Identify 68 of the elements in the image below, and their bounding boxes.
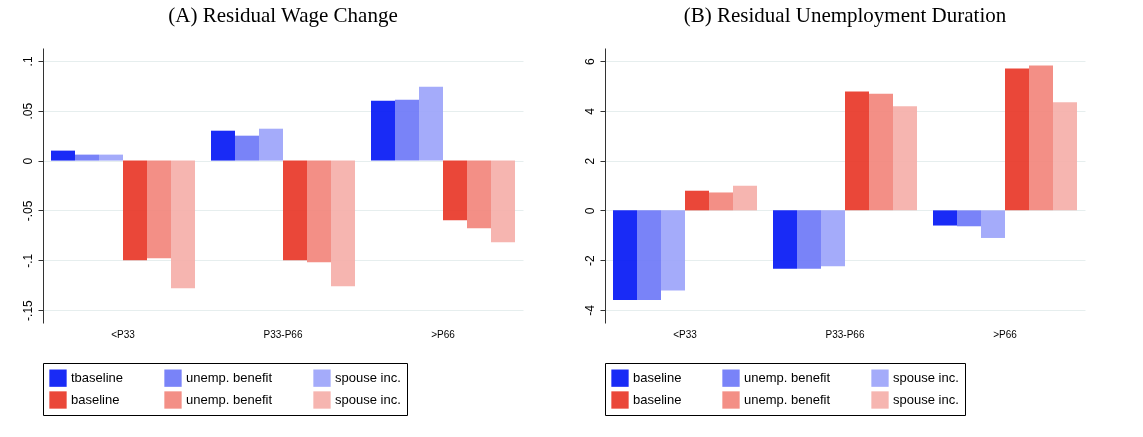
x-tick-label: <P33 — [673, 328, 698, 340]
bar — [235, 135, 259, 161]
bar — [981, 210, 1005, 238]
bar — [637, 210, 661, 301]
y-tick-label: -.05 — [20, 200, 35, 222]
bar — [331, 160, 355, 287]
bar — [467, 160, 491, 229]
bar — [99, 154, 123, 161]
bar — [869, 93, 893, 211]
legend-label: baseline — [633, 392, 682, 407]
x-tick-label: >P66 — [993, 328, 1018, 340]
bar — [933, 210, 957, 226]
bar — [283, 160, 307, 261]
legend-label: spouse inc. — [893, 370, 959, 386]
bar — [733, 185, 757, 211]
y-tick-label: 6 — [582, 58, 597, 66]
bar — [661, 210, 685, 291]
bar — [821, 210, 845, 267]
bar — [773, 210, 797, 269]
bar — [395, 99, 419, 161]
bar — [51, 150, 75, 161]
bar — [1053, 102, 1077, 211]
bar — [1029, 65, 1053, 211]
bar — [147, 160, 171, 259]
y-tick-label: -.1 — [20, 253, 35, 268]
legend-label: unemp. benefit — [186, 370, 273, 386]
legend-label: baseline — [633, 370, 682, 386]
y-tick-label: .05 — [20, 102, 35, 120]
bar — [685, 190, 709, 211]
legend-label: unemp. benefit — [744, 370, 831, 386]
bar — [307, 160, 331, 263]
y-tick-label: 2 — [582, 157, 597, 165]
bar — [211, 130, 235, 161]
x-tick-label: >P66 — [431, 328, 456, 340]
bar — [709, 192, 733, 211]
chart-title: (B) Residual Unemployment Duration — [683, 3, 1007, 27]
bar — [1005, 68, 1029, 211]
x-tick-label: P33-P66 — [263, 328, 303, 340]
legend-label: unemp. benefit — [744, 392, 831, 407]
bar — [491, 160, 515, 243]
bar — [443, 160, 467, 221]
bar — [419, 86, 443, 161]
bar — [123, 160, 147, 261]
legend-label: baseline — [71, 392, 120, 407]
bar — [75, 154, 99, 161]
bar — [371, 100, 395, 161]
x-tick-label: <P33 — [111, 328, 136, 340]
legend-label: unemp. benefit — [186, 392, 273, 407]
legend-label: spouse inc. — [335, 392, 401, 407]
bar — [613, 210, 637, 300]
bar — [797, 210, 821, 269]
legend-label: spouse inc. — [893, 392, 959, 407]
bar — [893, 106, 917, 211]
y-tick-label: .1 — [20, 56, 35, 67]
bar — [957, 210, 981, 227]
y-tick-label: -.15 — [20, 299, 35, 321]
y-tick-label: 0 — [582, 207, 597, 215]
y-tick-label: -4 — [582, 304, 597, 316]
legend-label: spouse inc. — [335, 370, 401, 386]
chart-title: (A) Residual Wage Change — [168, 3, 398, 27]
legend-label: tbaseline — [71, 370, 124, 386]
y-tick-label: 0 — [20, 157, 35, 165]
bar — [259, 128, 283, 161]
y-tick-label: 4 — [582, 107, 597, 115]
y-tick-label: -2 — [582, 254, 597, 266]
bar — [171, 160, 195, 289]
bar — [845, 91, 869, 211]
x-tick-label: P33-P66 — [825, 328, 865, 340]
